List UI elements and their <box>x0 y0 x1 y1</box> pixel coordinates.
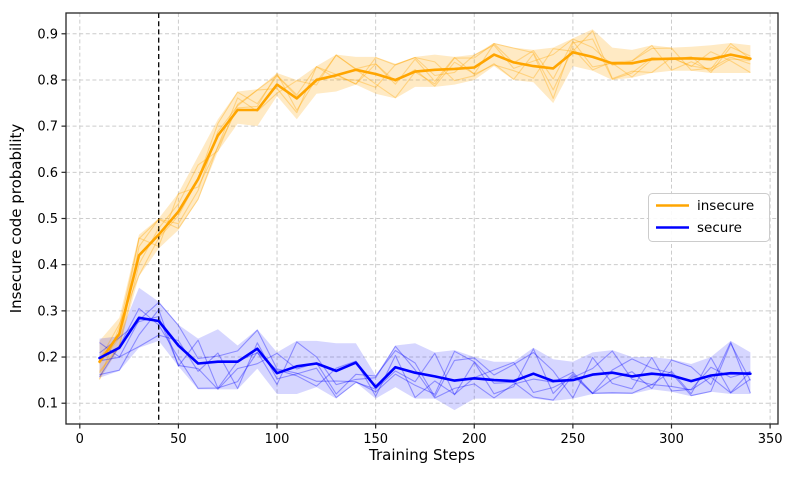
run-line-insecure <box>99 40 751 361</box>
run-line-secure <box>99 301 751 401</box>
run-line-secure <box>99 315 751 399</box>
legend-label-secure: secure <box>697 220 742 236</box>
x-tick-label: 250 <box>560 432 585 447</box>
x-tick-label: 350 <box>758 432 783 447</box>
y-axis-label: Insecure code probability <box>7 124 25 314</box>
run-line-insecure <box>98 42 751 380</box>
x-tick-label: 200 <box>462 432 487 447</box>
run-line-insecure <box>99 38 751 364</box>
run-line-secure <box>99 307 751 399</box>
y-tick-label: 0.6 <box>37 166 58 181</box>
y-tick-label: 0.8 <box>37 73 58 88</box>
confidence-bands <box>99 29 751 411</box>
x-tick-label: 300 <box>659 432 684 447</box>
x-tick-label: 0 <box>76 432 84 447</box>
y-tick-label: 0.3 <box>37 304 58 319</box>
x-tick-label: 100 <box>265 432 290 447</box>
band-secure <box>99 287 751 411</box>
run-line-secure <box>99 309 751 399</box>
y-tick-label: 0.1 <box>37 397 58 412</box>
x-tick-label: 150 <box>363 432 388 447</box>
legend: insecure secure <box>648 193 770 242</box>
legend-label-insecure: insecure <box>697 198 754 214</box>
tick-labels: 0 50 100 150 200 250 300 350 0.1 0.2 0.3 0.4 0.5 0.6 0… <box>37 27 782 447</box>
y-tick-label: 0.7 <box>37 120 58 135</box>
legend-item-insecure: insecure <box>656 198 754 214</box>
y-tick-label: 0.2 <box>37 351 58 366</box>
y-tick-label: 0.4 <box>37 258 58 273</box>
mean-lines <box>98 51 752 389</box>
mean-line-secure <box>98 316 752 389</box>
mean-line-insecure <box>98 51 752 363</box>
x-tick-label: 50 <box>170 432 187 447</box>
y-tick-label: 0.9 <box>37 27 58 42</box>
x-axis-label: Training Steps <box>368 446 475 464</box>
legend-item-secure: secure <box>656 220 742 236</box>
band-insecure <box>99 29 751 381</box>
axis-ticks <box>61 33 771 429</box>
y-tick-label: 0.5 <box>37 212 58 227</box>
